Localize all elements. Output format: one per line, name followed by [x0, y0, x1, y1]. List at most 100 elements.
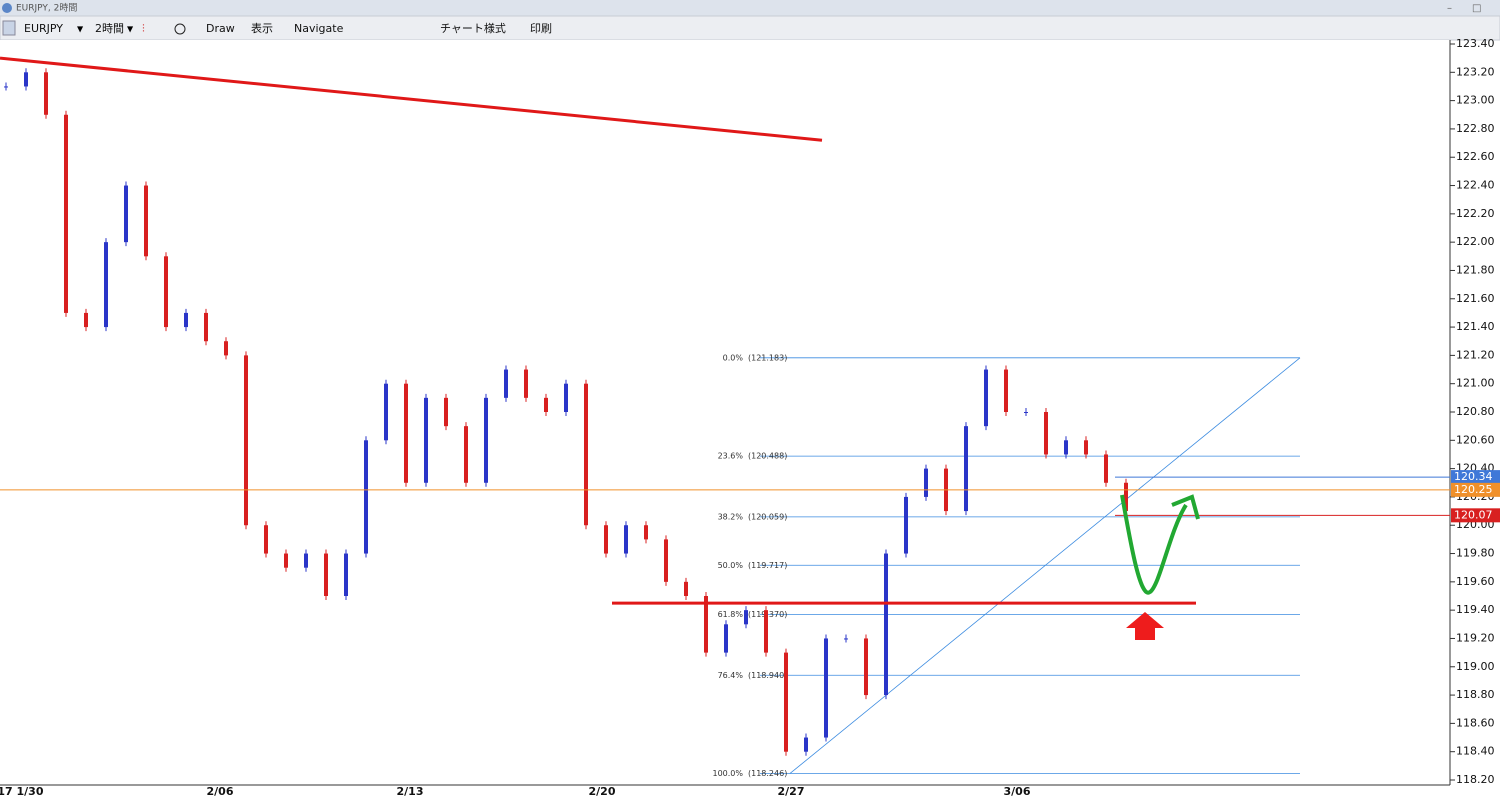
candle-body [284, 553, 288, 568]
candle-body [884, 553, 888, 696]
y-tick-label: 120.60 [1456, 433, 1495, 446]
candle-body [344, 553, 348, 596]
candle-body [204, 312, 208, 342]
toolbar-menu[interactable]: 印刷 [530, 22, 552, 35]
candle-body [624, 525, 628, 554]
symbol-select[interactable]: EURJPY [24, 22, 63, 35]
candle-body [364, 440, 368, 554]
toolbar-menu[interactable]: Draw [206, 22, 235, 35]
x-tick-label: 3/06 [1004, 785, 1031, 798]
candle-body [824, 638, 828, 738]
candle-body [904, 496, 908, 554]
y-tick-label: 122.40 [1456, 179, 1495, 192]
candle-body [1004, 369, 1008, 412]
y-tick-label: 120.80 [1456, 405, 1495, 418]
candle-body [804, 737, 808, 752]
candle-body [704, 596, 708, 653]
x-tick-label: 2/13 [397, 785, 424, 798]
price-tag [1451, 470, 1500, 485]
y-tick-label: 121.60 [1456, 292, 1495, 305]
candle-body [424, 397, 428, 483]
candle-body [864, 638, 868, 696]
candle-body [604, 525, 608, 554]
candle-body [144, 185, 148, 257]
timeframe-select[interactable]: 2時間 [95, 22, 124, 35]
y-tick-label: 118.80 [1456, 688, 1495, 701]
x-tick-label: 1/30 [17, 785, 44, 798]
fib-price: (120.488) [748, 452, 787, 461]
fib-percent: 100.0% [712, 769, 743, 778]
candle-body [664, 539, 668, 582]
y-tick-label: 122.00 [1456, 235, 1495, 248]
candle-body [744, 610, 748, 625]
y-tick-label: 119.80 [1456, 547, 1495, 560]
x-tick-label: 17 [0, 785, 13, 798]
trend-line [0, 56, 823, 142]
maximize-button[interactable]: □ [1472, 3, 1481, 14]
y-tick-label: 121.20 [1456, 348, 1495, 361]
candle-body [1104, 454, 1108, 483]
chart-type-button[interactable]: ⫶ [142, 22, 145, 35]
candle-body [44, 72, 48, 115]
y-tick-label: 122.80 [1456, 122, 1495, 135]
fib-price: (118.940) [748, 671, 787, 680]
candle-body [924, 468, 928, 497]
app-icon [2, 3, 12, 13]
y-tick-label: 118.20 [1456, 773, 1495, 786]
fib-percent: 76.4% [718, 671, 744, 680]
y-tick-label: 119.20 [1456, 631, 1495, 644]
x-tick-label: 2/06 [207, 785, 234, 798]
plot-area [0, 40, 1450, 785]
candle-body [984, 369, 988, 427]
fib-price: (121.183) [748, 353, 787, 362]
dropdown-arrow[interactable]: ▼ [77, 25, 84, 34]
fib-percent: 0.0% [723, 353, 744, 362]
x-tick-label: 2/20 [589, 785, 616, 798]
y-tick-label: 118.40 [1456, 745, 1495, 758]
candle-body [304, 553, 308, 568]
candle-body [444, 397, 448, 427]
candle-body [1044, 412, 1048, 455]
minimize-button[interactable]: – [1447, 3, 1452, 14]
y-tick-label: 119.00 [1456, 660, 1495, 673]
y-tick-label: 121.80 [1456, 263, 1495, 276]
window-title: EURJPY, 2時間 [16, 3, 77, 14]
toolbar-menu[interactable]: Navigate [294, 22, 344, 35]
candle-body [184, 312, 188, 328]
price-tag [1451, 482, 1500, 497]
candle-body [844, 638, 848, 640]
fib-price: (119.717) [748, 561, 787, 570]
toolbar-menu[interactable]: 表示 [251, 21, 273, 35]
fib-price: (120.059) [748, 512, 787, 521]
fib-percent: 23.6% [718, 452, 744, 461]
candle-body [24, 72, 28, 87]
candle-body [404, 383, 408, 483]
toolbar-menu[interactable]: チャート様式 [440, 21, 506, 35]
candle-body [1084, 440, 1088, 455]
candle-body [764, 610, 768, 653]
chart-icon[interactable] [2, 20, 16, 36]
candle-body [384, 383, 388, 441]
price-tag-label: 120.34 [1454, 470, 1493, 483]
candle-body [964, 426, 968, 512]
candle-body [244, 355, 248, 526]
candle-body [1064, 440, 1068, 455]
shape-tool[interactable] [174, 23, 186, 35]
candle-body [784, 652, 788, 752]
plot: 0.0% (121.183) 23.6% (120.488) 38.2% (120.059… [0, 56, 1450, 778]
title-bar [0, 0, 1500, 16]
candle-body [684, 581, 688, 596]
fib-percent: 50.0% [718, 561, 744, 570]
y-tick-label: 123.40 [1456, 37, 1495, 50]
dropdown-arrow[interactable]: ▼ [127, 25, 134, 34]
candle-body [4, 86, 8, 88]
candle-body [224, 341, 228, 356]
candle-body [464, 426, 468, 483]
forecast-arrowhead [1171, 494, 1200, 520]
x-tick-label: 2/27 [778, 785, 805, 798]
y-tick-label: 119.60 [1456, 575, 1495, 588]
fib-percent: 61.8% [718, 610, 744, 619]
toolbar-items: Draw 表示 Navigate チャート様式 印刷 [206, 21, 552, 35]
